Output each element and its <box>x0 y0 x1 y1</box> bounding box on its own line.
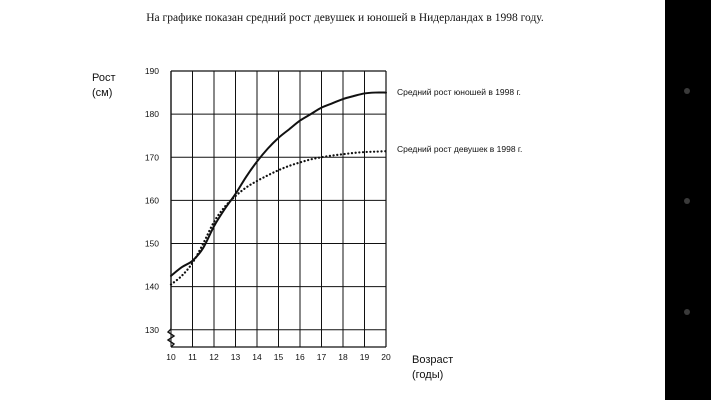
y-axis-title-line2: (см) <box>92 87 112 99</box>
x-tick-label: 20 <box>381 352 391 362</box>
y-tick-label: 190 <box>145 66 159 76</box>
chart-frame <box>166 70 387 348</box>
y-axis-break <box>166 328 176 348</box>
y-tick-label: 180 <box>145 109 159 119</box>
chart-series <box>169 91 388 286</box>
nav-dot-icon[interactable] <box>684 198 690 204</box>
series-line-girls <box>169 150 388 286</box>
nav-dot-icon[interactable] <box>684 88 690 94</box>
chart-grid <box>170 70 387 347</box>
series-line-boys <box>170 91 387 277</box>
x-tick-label: 12 <box>209 352 219 362</box>
y-tick-label: 150 <box>145 239 159 249</box>
x-tick-label: 16 <box>295 352 305 362</box>
x-tick-label: 18 <box>338 352 348 362</box>
y-tick-label: 140 <box>145 282 159 292</box>
y-axis-title-line1: Рост <box>92 72 116 84</box>
height-chart: Рост (см) Возраст (годы) Средний рост юн… <box>92 66 522 381</box>
y-tick-label: 160 <box>145 195 159 205</box>
nav-dot-icon[interactable] <box>684 309 690 315</box>
x-tick-label: 17 <box>317 352 327 362</box>
x-tick-label: 11 <box>188 352 197 362</box>
x-tick-label: 15 <box>274 352 284 362</box>
x-tick-label: 10 <box>166 352 176 362</box>
page-caption: На графике показан средний рост девушек … <box>146 12 544 24</box>
legend-boys: Средний рост юношей в 1998 г. <box>397 87 521 97</box>
x-axis-title-line1: Возраст <box>412 354 453 366</box>
x-tick-label: 13 <box>231 352 241 362</box>
x-axis-title-line2: (годы) <box>412 369 443 381</box>
x-tick-label: 19 <box>360 352 370 362</box>
y-tick-label: 130 <box>145 325 159 335</box>
chart-labels: Рост (см) Возраст (годы) Средний рост юн… <box>92 66 522 381</box>
legend-girls: Средний рост девушек в 1998 г. <box>397 144 522 154</box>
x-tick-label: 14 <box>252 352 262 362</box>
y-tick-label: 170 <box>145 152 159 162</box>
